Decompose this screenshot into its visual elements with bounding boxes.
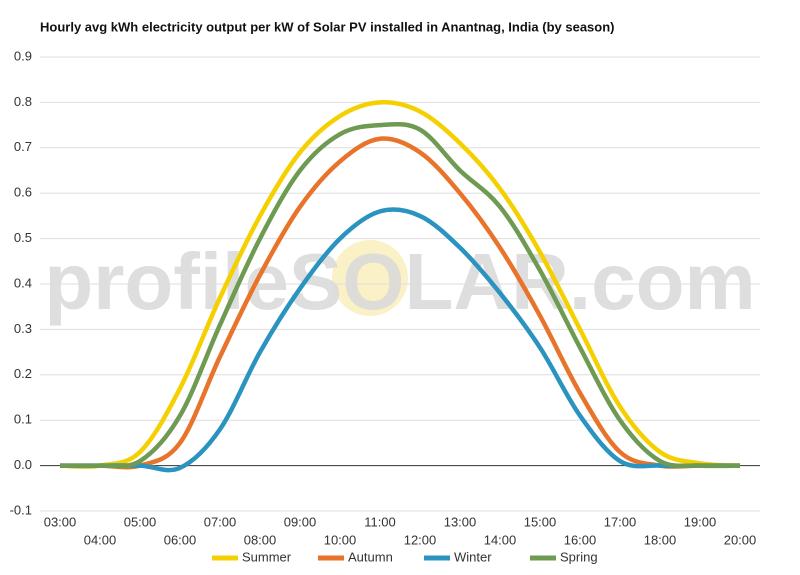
y-tick-label: 0.5 — [14, 230, 32, 245]
series-line — [59, 100, 741, 469]
x-tick-label: 05:00 — [124, 514, 157, 529]
x-tick-label: 17:00 — [604, 514, 637, 529]
watermark-sun — [332, 240, 408, 316]
x-tick-label: 10:00 — [324, 532, 357, 547]
series-line — [60, 136, 740, 470]
y-tick-label: 0.2 — [14, 366, 32, 381]
x-tick-label: 19:00 — [684, 514, 717, 529]
legend-label: Autumn — [348, 549, 393, 564]
y-tick-label: 0.0 — [14, 457, 32, 472]
x-tick-label: 06:00 — [164, 532, 197, 547]
x-tick-label: 14:00 — [484, 532, 517, 547]
y-tick-label: 0.7 — [14, 139, 32, 154]
x-tick-label: 16:00 — [564, 532, 597, 547]
x-tick-label: 03:00 — [44, 514, 77, 529]
legend-label: Spring — [560, 549, 598, 564]
y-tick-label: 0.1 — [14, 412, 32, 427]
x-tick-label: 09:00 — [284, 514, 317, 529]
legend-label: Winter — [454, 549, 492, 564]
y-tick-label: 0.6 — [14, 185, 32, 200]
x-tick-label: 11:00 — [364, 514, 396, 529]
x-tick-label: 07:00 — [204, 514, 237, 529]
series-line — [60, 207, 740, 473]
x-tick-label: 15:00 — [524, 514, 557, 529]
x-tick-label: 18:00 — [644, 532, 677, 547]
x-tick-label: 08:00 — [244, 532, 277, 547]
y-tick-label: -0.1 — [10, 502, 32, 517]
chart-title: Hourly avg kWh electricity output per kW… — [40, 19, 615, 34]
legend-label: Summer — [242, 549, 292, 564]
watermark: profileSOLAR.com — [44, 237, 755, 326]
y-tick-label: 0.4 — [14, 275, 32, 290]
x-tick-label: 04:00 — [84, 532, 117, 547]
x-tick-label: 20:00 — [724, 532, 757, 547]
x-tick-label: 12:00 — [404, 532, 437, 547]
series-line — [59, 121, 741, 469]
y-tick-label: 0.3 — [14, 321, 32, 336]
x-tick-label: 13:00 — [444, 514, 477, 529]
y-tick-label: 0.8 — [14, 94, 32, 109]
y-tick-label: 0.9 — [14, 48, 32, 63]
